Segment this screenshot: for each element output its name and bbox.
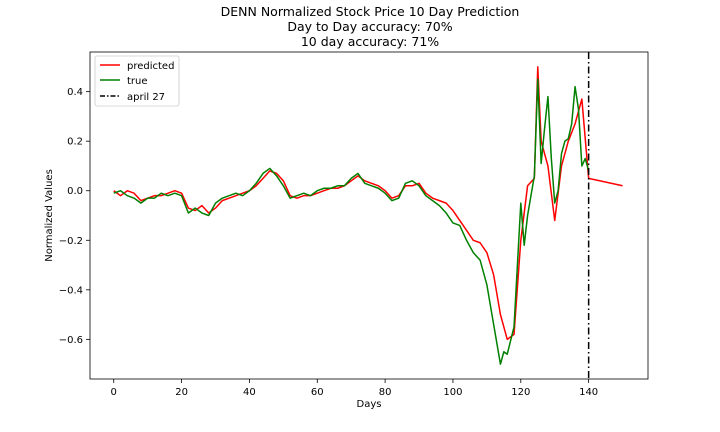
y-axis-label: Normalized Values (44, 169, 55, 262)
x-axis-label: Days (357, 399, 382, 410)
legend-predicted-label: predicted (127, 61, 174, 72)
x-tick-label-40: 40 (243, 387, 256, 398)
chart-title-line-1: DENN Normalized Stock Price 10 Day Predi… (221, 4, 520, 19)
y-tick-label-5: 0.4 (67, 87, 83, 98)
x-tick-label-60: 60 (311, 387, 324, 398)
y-tick-label-0: −0.6 (59, 335, 83, 346)
y-tick-label-1: −0.4 (59, 285, 83, 296)
x-tick-label-20: 20 (175, 387, 188, 398)
y-tick-label-3: 0.0 (67, 186, 83, 197)
plot-frame (89, 51, 649, 380)
chart-title-line-3: 10 day accuracy: 71% (301, 34, 439, 49)
legend-box (94, 55, 180, 107)
x-tick-label-80: 80 (379, 387, 392, 398)
y-tick-label-4: 0.2 (67, 137, 83, 148)
legend-april-27-label: april 27 (127, 92, 165, 103)
x-tick-label-0: 0 (111, 387, 117, 398)
legend: predicted true april 27 (94, 55, 180, 107)
true-line (113, 78, 590, 365)
chart-title: DENN Normalized Stock Price 10 Day Predi… (221, 4, 520, 49)
legend-true-label: true (127, 76, 148, 87)
x-tick-label-120: 120 (511, 387, 530, 398)
y-tick-label-2: −0.2 (59, 236, 83, 247)
predicted-line (113, 66, 623, 341)
x-axis-ticks: 0 20 40 60 80 100 120 140 (111, 379, 598, 398)
x-tick-label-100: 100 (443, 387, 462, 398)
y-axis-ticks: −0.6 −0.4 −0.2 0.0 0.2 0.4 (59, 87, 90, 346)
chart-title-line-2: Day to Day accuracy: 70% (287, 19, 452, 34)
series-layer (113, 66, 623, 365)
x-tick-label-140: 140 (579, 387, 598, 398)
